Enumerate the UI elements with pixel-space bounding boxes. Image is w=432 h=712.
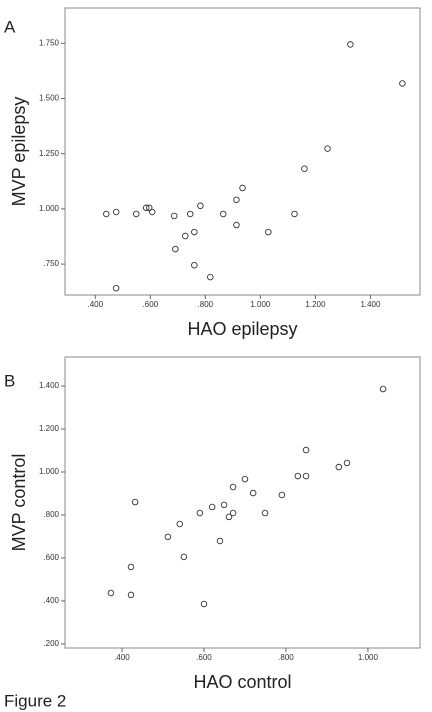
point: [219, 210, 227, 218]
point: [229, 483, 237, 491]
y-axis-title: MVP epilepsy: [9, 97, 29, 207]
point: [208, 503, 216, 511]
y-tick-label: .600: [43, 553, 59, 562]
y-tick-label: .400: [43, 596, 59, 605]
y-tick-label: 1.250: [39, 149, 60, 158]
point: [225, 513, 233, 521]
x-tick-label: .400: [114, 653, 130, 662]
point: [220, 501, 228, 509]
point: [302, 472, 310, 480]
y-tick-label: 1.750: [39, 38, 60, 47]
point: [103, 210, 110, 218]
x-tick-label: 1.000: [358, 653, 379, 662]
x-tick-label: 1.400: [360, 300, 381, 309]
point: [148, 208, 156, 216]
point: [191, 228, 198, 236]
point: [191, 261, 198, 269]
point: [186, 210, 194, 218]
point: [324, 145, 331, 152]
plot-area: [64, 356, 421, 649]
point: [249, 489, 257, 497]
point: [197, 202, 204, 210]
x-axis-title: HAO control: [193, 672, 291, 692]
point: [142, 204, 150, 212]
point: [127, 591, 135, 599]
point: [107, 589, 115, 597]
x-tick-label: .600: [196, 653, 212, 662]
x-tick-label: .800: [278, 653, 294, 662]
point: [180, 553, 188, 561]
x-tick-label: .400: [87, 300, 103, 309]
point: [347, 41, 354, 48]
point: [171, 212, 178, 220]
x-axis-title: HAO epilepsy: [187, 319, 297, 339]
point: [145, 204, 153, 212]
point: [278, 491, 286, 499]
point: [294, 472, 302, 480]
point: [200, 600, 208, 608]
y-tick-label: 1.200: [39, 424, 60, 433]
panel-label: A: [4, 17, 16, 36]
x-tick-label: 1.000: [250, 300, 271, 309]
point: [127, 563, 135, 571]
point: [196, 509, 204, 517]
point: [172, 245, 179, 253]
x-tick-label: .600: [143, 300, 159, 309]
point: [291, 210, 298, 218]
point: [301, 165, 308, 172]
point: [239, 184, 246, 192]
y-tick-label: .200: [43, 639, 59, 648]
point: [216, 537, 224, 545]
figure-caption: Figure 2: [4, 691, 66, 710]
point: [302, 446, 310, 454]
point: [164, 533, 172, 541]
point: [335, 463, 343, 471]
plot-area: [64, 7, 421, 296]
point: [131, 498, 139, 506]
point: [241, 475, 249, 483]
point: [112, 208, 120, 216]
y-axis-title: MVP control: [9, 454, 29, 552]
panel-label: B: [4, 371, 15, 390]
point: [176, 520, 184, 528]
point: [112, 284, 120, 292]
point: [133, 210, 140, 218]
x-tick-label: .800: [198, 300, 214, 309]
point: [261, 509, 269, 517]
point: [399, 80, 406, 87]
y-tick-label: 1.000: [39, 467, 60, 476]
point: [233, 196, 240, 204]
y-tick-label: .800: [43, 510, 59, 519]
point: [233, 221, 240, 229]
point: [265, 228, 272, 236]
x-tick-label: 1.200: [305, 300, 326, 309]
point: [379, 385, 387, 393]
y-tick-label: 1.400: [39, 381, 60, 390]
point: [207, 273, 214, 281]
y-tick-label: 1.500: [39, 94, 60, 103]
y-tick-label: .750: [43, 259, 59, 268]
point: [229, 509, 237, 517]
point: [182, 232, 189, 240]
point: [343, 459, 351, 467]
y-tick-label: 1.000: [39, 204, 60, 213]
